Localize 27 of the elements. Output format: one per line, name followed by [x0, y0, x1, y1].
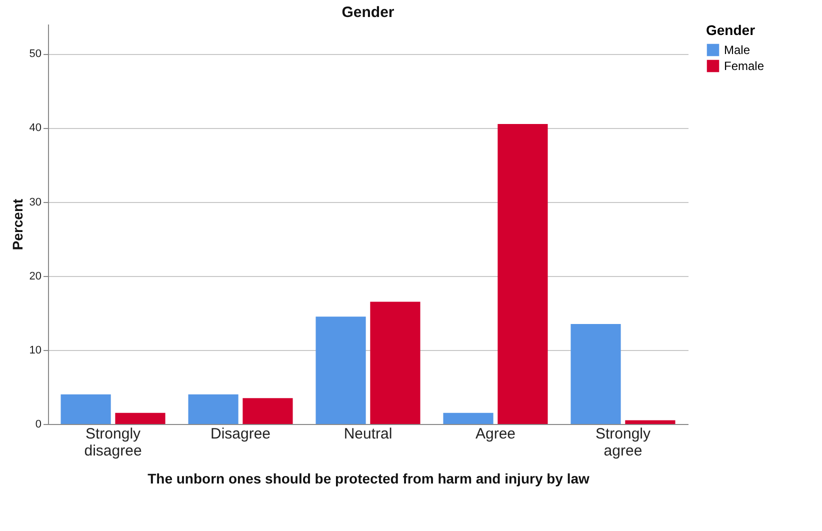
- y-tick-label: 30: [29, 196, 42, 208]
- y-axis-title: Percent: [9, 198, 26, 250]
- chart-title: Gender: [342, 4, 394, 21]
- bar: [60, 394, 111, 424]
- bar: [316, 316, 366, 424]
- x-tick-label: Disagree: [210, 426, 271, 442]
- bar: [370, 302, 420, 424]
- bar: [498, 124, 548, 424]
- legend-title: Gender: [706, 22, 756, 38]
- y-tick-label: 0: [35, 418, 42, 430]
- legend-label: Male: [724, 43, 750, 57]
- y-tick-label: 50: [29, 48, 42, 60]
- bar: [242, 398, 293, 424]
- bar: [115, 412, 166, 424]
- bar: [570, 324, 621, 424]
- legend-label: Female: [724, 59, 764, 73]
- y-tick-label: 40: [29, 122, 42, 134]
- x-tick-label: Strongly disagree: [84, 426, 142, 460]
- y-tick-label: 20: [29, 270, 42, 282]
- y-tick-label: 10: [29, 344, 42, 356]
- x-tick-label: Strongly agree: [595, 426, 651, 460]
- bar: [625, 420, 676, 424]
- x-tick-label: Neutral: [344, 426, 392, 442]
- bar: [188, 394, 238, 424]
- bar: [443, 412, 494, 424]
- x-tick-label: Agree: [475, 426, 516, 442]
- x-axis-title: The unborn ones should be protected from harm and injury by law: [148, 470, 590, 486]
